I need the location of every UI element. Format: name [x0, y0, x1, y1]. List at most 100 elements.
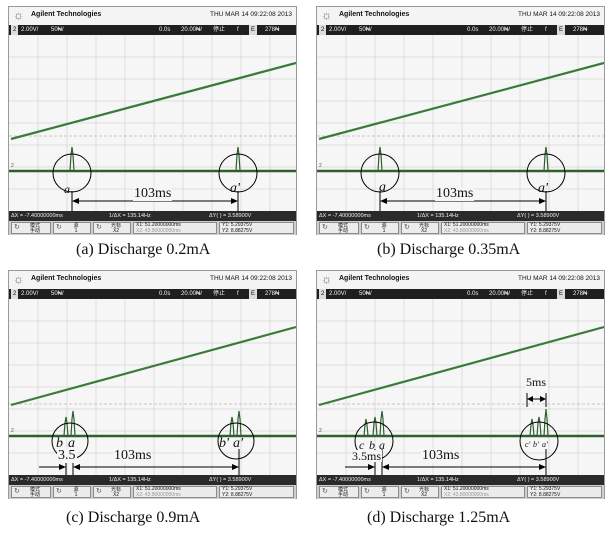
ramp-trace — [10, 325, 296, 407]
pulse-b — [63, 416, 69, 437]
rotate-icon: ↻ — [14, 224, 20, 231]
label-a-prime: a' — [233, 436, 243, 451]
label-a-prime: a' — [542, 440, 548, 449]
trigger-channel: E — [249, 289, 258, 299]
delta-y: ΔY( ) = 3.58900V — [209, 213, 252, 219]
brand-name: Agilent Technologies — [31, 275, 102, 282]
trigger-level: 278₦ — [265, 27, 280, 33]
arrowhead — [231, 198, 238, 204]
run-state: 停止 — [521, 291, 534, 297]
mode-softkey[interactable]: ↻ 模式 手动 — [319, 486, 359, 498]
scope-screenshot-a: ☼ Agilent Technologies THU MAR 14 09:22:… — [8, 6, 297, 235]
agilent-logo-icon: ☼ — [13, 272, 24, 286]
y-cursor-readout: Y1: 5.29375V Y2: 8.88275V — [527, 486, 602, 498]
mode-softkey[interactable]: ↻ 模式 手动 — [11, 486, 51, 498]
interval-label: 103ms — [133, 186, 173, 201]
softkey-bar: ↻ 模式 手动 ↻ 源 1 ↻ 光标 X2 X1: 51.20000000ms … — [317, 221, 604, 235]
gap-label: 3.5ms — [351, 449, 383, 463]
measurement-bar: ΔX = -7.40000000ms 1/ΔX = 135.14Hz ΔY( )… — [9, 211, 296, 221]
scope-status-bar: 2 2.00V/ 50₦/ 0.0s 20.00₦/ 停止 f E 278₦ — [9, 25, 296, 35]
time-per-div: 20.00₦/ — [181, 27, 203, 33]
source-softkey[interactable]: ↻ 源 1 — [361, 222, 399, 234]
agilent-logo-icon: ☼ — [13, 8, 24, 22]
ramp-trace — [10, 61, 296, 141]
pulse-width-label: 5ms — [525, 375, 548, 389]
caption-c: (c) Discharge 0.9mA — [66, 509, 201, 526]
mode-softkey[interactable]: ↻ 模式 手动 — [11, 222, 51, 234]
waveform-svg — [9, 299, 296, 475]
measurement-bar: ΔX = -7.40000000ms 1/ΔX = 135.14Hz ΔY( )… — [317, 475, 604, 485]
scope-status-bar: 2 2.00V/ 50₦/ 0.0s 20.00₦/ 停止 f E 278₦ — [317, 25, 604, 35]
pulse-a — [69, 146, 75, 172]
interval-label: 103ms — [113, 448, 153, 463]
label-a-prime: a' — [230, 181, 240, 196]
cursor-knob-icon: ↻ — [96, 488, 102, 495]
scope-datetime: THU MAR 14 09:22:08 2013 — [209, 11, 292, 18]
scope-screenshot-b: ☼ Agilent Technologies THU MAR 14 09:22:… — [316, 6, 605, 235]
run-state: 停止 — [213, 291, 226, 297]
cursor-softkey[interactable]: ↻ 光标 X2 — [93, 486, 131, 498]
brand-name: Agilent Technologies — [31, 11, 102, 18]
brand-name: Agilent Technologies — [339, 11, 410, 18]
scope-header: ☼ Agilent Technologies THU MAR 14 09:22:… — [9, 271, 296, 289]
ramp-trace — [318, 61, 604, 141]
run-state: 停止 — [213, 27, 226, 33]
channel-number: 2 — [319, 25, 327, 35]
delta-x: ΔX = -7.40000000ms — [319, 477, 371, 483]
cursor-softkey[interactable]: ↻ 光标 X2 — [401, 222, 439, 234]
cursor-knob-icon: ↻ — [404, 224, 410, 231]
time-per-div: 20.00₦/ — [489, 27, 511, 33]
pulse-a-prime — [543, 408, 549, 437]
pulse-a-prime — [543, 146, 549, 172]
graticule — [317, 299, 604, 475]
label-b-prime: b' — [533, 440, 539, 449]
measurement-bar: ΔX = -7.40000000ms 1/ΔX = 135.14Hz ΔY( )… — [9, 475, 296, 485]
x-cursor-readout: X1: 51.20000000ms X2: 43.80000000ms — [133, 222, 217, 234]
channel-scale: 2.00V/ — [329, 27, 347, 33]
run-state: 停止 — [521, 27, 534, 33]
scope-header: ☼ Agilent Technologies THU MAR 14 09:22:… — [317, 7, 604, 25]
measurement-bar: ΔX = -7.40000000ms 1/ΔX = 135.14Hz ΔY( )… — [317, 211, 604, 221]
cursor-softkey[interactable]: ↻ 光标 X2 — [93, 222, 131, 234]
caption-b: (b) Discharge 0.35mA — [377, 241, 521, 258]
softkey-bar: ↻ 模式 手动 ↻ 源 1 ↻ 光标 X2 X1: 51.20000000ms … — [317, 485, 604, 499]
source-softkey[interactable]: ↻ 源 1 — [53, 486, 91, 498]
pulse-c-prime — [529, 418, 535, 437]
time-per-div: 20.00₦/ — [181, 291, 203, 297]
rotate-icon: ↻ — [322, 224, 328, 231]
cursor-knob-icon: ↻ — [96, 224, 102, 231]
timebase-scale: 50₦/ — [51, 27, 64, 33]
inverse-delta-x: 1/ΔX = 135.14Hz — [417, 213, 459, 219]
trigger-level: 278₦ — [573, 291, 588, 297]
channel-number: 2 — [11, 25, 19, 35]
cursor-softkey[interactable]: ↻ 光标 X2 — [401, 486, 439, 498]
trigger-level: 278₦ — [573, 27, 588, 33]
trigger-channel: E — [557, 25, 566, 35]
x-cursor-readout: X1: 51.20000000ms X2: 43.80000000ms — [441, 486, 525, 498]
time-per-div: 20.00₦/ — [489, 291, 511, 297]
caption-a: (a) Discharge 0.2mA — [76, 241, 211, 258]
pulse-group-prime-circle — [519, 421, 559, 461]
interval-label: 103ms — [421, 448, 461, 463]
y-cursor-readout: Y1: 5.29375V Y2: 8.88275V — [527, 222, 602, 234]
caption-d: (d) Discharge 1.25mA — [367, 509, 511, 526]
arrowhead — [382, 464, 389, 470]
label-a: a — [379, 180, 386, 195]
channel-scale: 2.00V/ — [21, 291, 39, 297]
trigger-edge-icon: f — [545, 291, 547, 297]
source-softkey[interactable]: ↻ 源 1 — [53, 222, 91, 234]
pulse-group-prime-circle — [217, 422, 255, 460]
graticule — [9, 299, 296, 475]
rotate-icon: ↻ — [322, 488, 328, 495]
scope-screenshot-c: ☼ Agilent Technologies THU MAR 14 09:22:… — [8, 270, 297, 499]
softkey-bar: ↻ 模式 手动 ↻ 源 1 ↻ 光标 X2 X1: 51.20000000ms … — [9, 221, 296, 235]
delta-y: ΔY( ) = 3.58900V — [517, 213, 560, 219]
arrowhead — [527, 396, 533, 402]
trigger-channel: E — [557, 289, 566, 299]
mode-softkey[interactable]: ↻ 模式 手动 — [319, 222, 359, 234]
agilent-logo-icon: ☼ — [321, 272, 332, 286]
ch-marker: 2 — [319, 163, 322, 169]
source-softkey[interactable]: ↻ 源 1 — [361, 486, 399, 498]
pulse-a-circle — [52, 153, 92, 193]
pulse-c — [363, 418, 369, 437]
